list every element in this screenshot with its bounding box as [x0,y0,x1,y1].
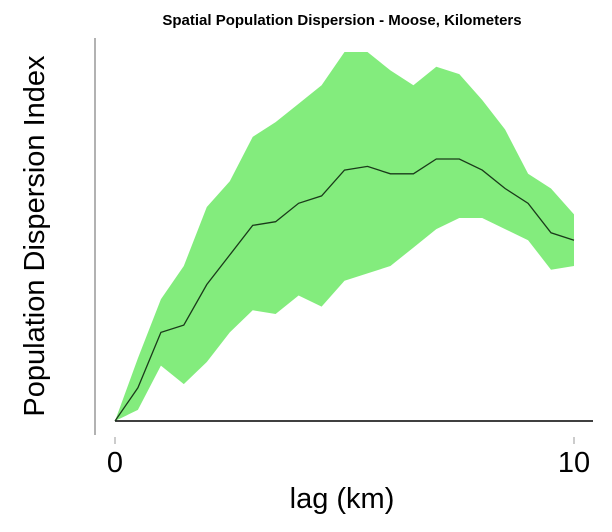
confidence-band [115,52,574,421]
y-axis-label: Population Dispersion Index [19,55,51,417]
mean-line [114,158,575,422]
x-axis-label: lag (km) [290,483,395,515]
x-tick-label-0: 0 [107,447,123,479]
x-tick-label-1: 10 [558,447,590,479]
plot-area [114,52,593,444]
chart-title: Spatial Population Dispersion - Moose, K… [162,12,521,29]
